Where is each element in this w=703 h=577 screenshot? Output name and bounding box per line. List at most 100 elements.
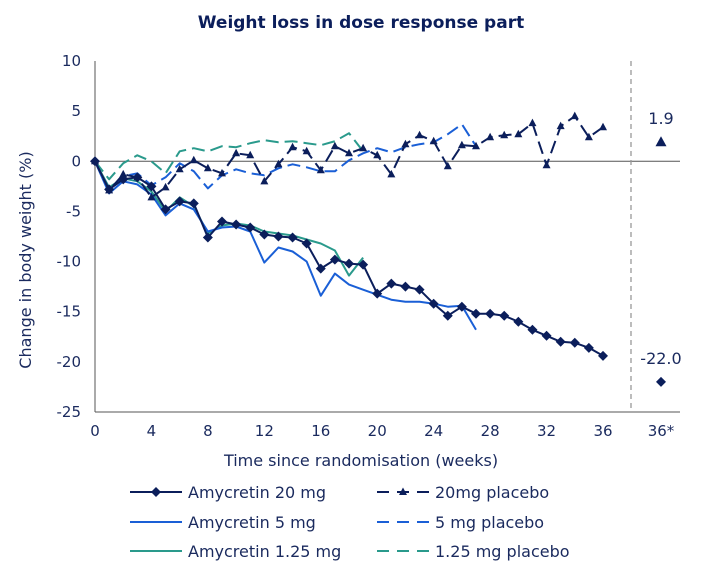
data-point <box>288 142 297 151</box>
data-point <box>174 196 185 207</box>
data-point <box>486 132 495 141</box>
data-point <box>231 219 242 230</box>
y-tick-label: -25 <box>57 403 82 421</box>
data-point <box>273 231 284 242</box>
data-point <box>302 146 311 155</box>
data-point <box>456 301 467 312</box>
y-tick-label: 10 <box>62 52 81 70</box>
y-tick-label: 5 <box>71 102 81 120</box>
x-tick-label: 20 <box>368 422 387 440</box>
x-tick-label: 4 <box>147 422 157 440</box>
data-point <box>471 308 481 319</box>
x-tick-label: 24 <box>424 422 443 440</box>
data-point <box>147 192 156 201</box>
series-line <box>94 160 364 277</box>
data-point <box>104 184 115 195</box>
data-point <box>218 168 226 177</box>
data-point <box>246 150 255 159</box>
plot-area: 10 5 0 -5 -10 -15 -20 -25 0 4 8 12 16 20 24 28 32 36 36* 1.… <box>57 52 682 440</box>
data-point <box>457 140 466 149</box>
data-point <box>118 174 129 185</box>
chart-title: Weight loss in dose response part <box>198 13 524 33</box>
data-point <box>329 254 340 265</box>
data-point <box>599 122 607 131</box>
data-point <box>443 161 452 170</box>
data-point <box>584 132 593 141</box>
y-tick-label: -10 <box>57 253 82 271</box>
legend-label: 5 mg placebo <box>435 513 544 532</box>
data-point <box>472 141 480 150</box>
series-line <box>94 160 604 357</box>
data-point <box>160 204 171 215</box>
data-point <box>485 308 496 319</box>
data-point <box>514 129 523 138</box>
data-point <box>232 148 241 157</box>
data-point <box>527 324 538 335</box>
data-point <box>301 238 312 249</box>
legend-item: Amycretin 5 mg <box>130 513 316 532</box>
y-tick-label: -5 <box>66 202 81 220</box>
data-point <box>245 222 256 233</box>
data-point <box>372 288 383 299</box>
data-point <box>203 163 212 172</box>
data-point <box>316 165 325 174</box>
legend-marker <box>399 487 407 495</box>
data-point <box>345 148 353 157</box>
data-point <box>513 316 524 327</box>
legend-label: Amycretin 1.25 mg <box>188 542 341 561</box>
legend-item: Amycretin 20 mg <box>130 483 326 502</box>
data-point <box>132 172 143 183</box>
y-tick-label: -15 <box>57 303 82 321</box>
data-point <box>259 229 270 240</box>
data-point <box>90 156 100 167</box>
data-point <box>570 111 579 120</box>
x-tick-label: 32 <box>537 422 556 440</box>
legend-label: Amycretin 20 mg <box>188 483 326 502</box>
legend-item: 20mg placebo <box>377 483 549 502</box>
x-tick-label: 8 <box>203 422 213 440</box>
data-point <box>188 198 199 209</box>
data-point <box>175 164 184 173</box>
y-tick-label: -20 <box>57 353 82 371</box>
data-point <box>415 130 424 139</box>
legend-item: 1.25 mg placebo <box>377 542 570 561</box>
data-point <box>528 118 537 127</box>
legend: Amycretin 20 mg 20mg placebo Amycretin 5 m… <box>130 483 570 561</box>
data-point <box>359 143 368 152</box>
data-point-36star <box>656 376 666 387</box>
x-tick-label: 36* <box>648 422 675 440</box>
data-point <box>189 155 198 164</box>
data-point <box>500 130 509 139</box>
y-tick-label: 0 <box>71 152 81 170</box>
data-point <box>583 342 594 353</box>
data-point <box>119 169 128 178</box>
series-line <box>94 160 477 331</box>
data-point <box>274 159 283 168</box>
data-point <box>542 160 551 169</box>
legend-label: 20mg placebo <box>435 483 549 502</box>
data-point <box>428 298 439 309</box>
legend-label: Amycretin 5 mg <box>188 513 316 532</box>
data-point <box>442 310 453 321</box>
data-point <box>541 330 552 341</box>
data-point <box>556 121 565 130</box>
data-point <box>146 181 157 192</box>
series-line <box>94 132 364 181</box>
data-point <box>401 139 410 148</box>
data-point <box>344 258 354 269</box>
data-point <box>315 263 326 274</box>
x-tick-label: 16 <box>311 422 330 440</box>
data-point <box>330 141 339 150</box>
data-point <box>598 350 608 361</box>
data-point <box>161 182 170 191</box>
data-point <box>499 310 510 321</box>
data-point <box>429 136 438 145</box>
data-label: 1.9 <box>648 109 673 128</box>
data-point <box>287 232 298 243</box>
data-point <box>260 176 269 185</box>
legend-marker <box>151 487 161 497</box>
data-point <box>400 281 411 292</box>
legend-item: 5 mg placebo <box>377 513 544 532</box>
data-point <box>414 284 425 295</box>
